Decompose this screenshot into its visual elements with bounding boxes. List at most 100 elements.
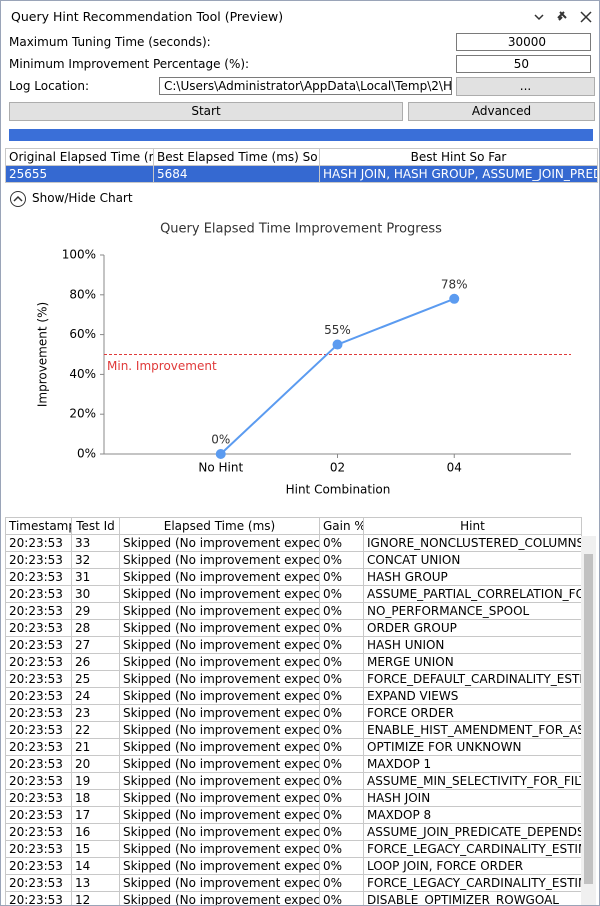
cell: Skipped (No improvement expected) xyxy=(119,755,320,773)
cell: Skipped (No improvement expected) xyxy=(119,619,320,637)
toggle-label[interactable]: Show/Hide Chart xyxy=(32,191,133,205)
value-label: 78% xyxy=(441,277,468,291)
cell: 20:23:53 xyxy=(5,585,72,603)
cell: 17 xyxy=(71,806,120,824)
column-header: Hint xyxy=(363,517,582,535)
y-axis-label: Improvement (%) xyxy=(36,302,50,407)
toggle-icon[interactable] xyxy=(9,190,27,208)
cell: HASH GROUP xyxy=(363,568,582,586)
cell: 0% xyxy=(319,551,364,569)
cell: Skipped (No improvement expected) xyxy=(119,704,320,722)
table-row: 25655 5684 HASH JOIN, HASH GROUP, ASSUME_J… xyxy=(5,165,598,183)
cell: ORDER GROUP xyxy=(363,619,582,637)
cell: 20:23:53 xyxy=(5,653,72,671)
cell: MAXDOP 1 xyxy=(363,755,582,773)
cell: 0% xyxy=(319,840,364,858)
start-button[interactable]: Start xyxy=(9,102,403,121)
progress-bar xyxy=(9,129,593,141)
cell: Skipped (No improvement expected) xyxy=(119,823,320,841)
title-buttons[interactable] xyxy=(529,9,595,25)
cell: 5684 xyxy=(153,165,320,183)
summary-table: Original Elapsed Time (ms)Best Elapsed T… xyxy=(5,148,598,183)
column-header: Elapsed Time (ms) xyxy=(119,517,320,535)
cell: 19 xyxy=(71,772,120,790)
text-input[interactable]: C:\Users\Administrator\AppData\Local\Tem… xyxy=(159,77,452,95)
cell: Skipped (No improvement expected) xyxy=(119,891,320,905)
cell: 20:23:53 xyxy=(5,704,72,722)
cell: 0% xyxy=(319,619,364,637)
chart-title: Query Elapsed Time Improvement Progress xyxy=(160,222,442,237)
column-header: Timestamp xyxy=(5,517,72,535)
cell: 15 xyxy=(71,840,120,858)
cell: 20:23:53 xyxy=(5,721,72,739)
cell: Skipped (No improvement expected) xyxy=(119,806,320,824)
cell: 0% xyxy=(319,857,364,875)
text-input[interactable]: 50 xyxy=(456,55,591,73)
cell: 16 xyxy=(71,823,120,841)
cell: IGNORE_NONCLUSTERED_COLUMNSTO xyxy=(363,534,582,552)
cell: 22 xyxy=(71,721,120,739)
cell: 20:23:53 xyxy=(5,806,72,824)
cell: 0% xyxy=(319,755,364,773)
cell: Skipped (No improvement expected) xyxy=(119,602,320,620)
cell: 20:23:53 xyxy=(5,534,72,552)
value-label: 0% xyxy=(211,433,230,447)
cell: 0% xyxy=(319,670,364,688)
cell: 24 xyxy=(71,687,120,705)
cell: ENABLE_HIST_AMENDMENT_FOR_ASC_I xyxy=(363,721,582,739)
cell: Skipped (No improvement expected) xyxy=(119,568,320,586)
field-label: Maximum Tuning Time (seconds): xyxy=(9,35,211,49)
data-point xyxy=(332,339,343,350)
text-input[interactable]: 30000 xyxy=(456,33,591,51)
cell: LOOP JOIN, FORCE ORDER xyxy=(363,857,582,875)
cell: DISABLE_OPTIMIZER_ROWGOAL xyxy=(363,891,582,905)
cell: 18 xyxy=(71,789,120,807)
cell: ASSUME_MIN_SELECTIVITY_FOR_FILTER_ xyxy=(363,772,582,790)
cell: HASH JOIN, HASH GROUP, ASSUME_JOIN_PREDI… xyxy=(319,165,598,183)
scrollbar[interactable] xyxy=(581,536,596,905)
cell: 20:23:53 xyxy=(5,891,72,905)
cell: 33 xyxy=(71,534,120,552)
cell: 20:23:53 xyxy=(5,755,72,773)
x-tick-label: 04 xyxy=(447,461,462,475)
cell: Skipped (No improvement expected) xyxy=(119,551,320,569)
cell: FORCE_DEFAULT_CARDINALITY_ESTIMA xyxy=(363,670,582,688)
cell: 20:23:53 xyxy=(5,687,72,705)
cell: 0% xyxy=(319,806,364,824)
cell: 12 xyxy=(71,891,120,905)
cell: 20:23:53 xyxy=(5,789,72,807)
cell: 30 xyxy=(71,585,120,603)
header-row: Timestamp Test Id Elapsed Time (ms) Gain % H… xyxy=(5,517,582,535)
field-label: Minimum Improvement Percentage (%): xyxy=(9,57,250,71)
cell: 14 xyxy=(71,857,120,875)
advanced-button[interactable]: Advanced xyxy=(408,102,595,121)
cell: Skipped (No improvement expected) xyxy=(119,687,320,705)
x-tick-label: 02 xyxy=(330,461,345,475)
cell: MERGE UNION xyxy=(363,653,582,671)
cell: 20:23:53 xyxy=(5,619,72,637)
cell: 20:23:53 xyxy=(5,568,72,586)
cell: FORCE_LEGACY_CARDINALITY_ESTIMAT xyxy=(363,874,582,892)
cell: 20:23:53 xyxy=(5,602,72,620)
cell: 32 xyxy=(71,551,120,569)
y-tick-label: 100% xyxy=(62,248,96,262)
cell: 20:23:53 xyxy=(5,840,72,858)
browse-button[interactable]: ... xyxy=(456,77,595,96)
cell: 20:23:53 xyxy=(5,551,72,569)
cell: 20:23:53 xyxy=(5,823,72,841)
cell: HASH UNION xyxy=(363,636,582,654)
cell: 0% xyxy=(319,602,364,620)
column-header: Best Hint So Far xyxy=(319,148,598,166)
cell: HASH JOIN xyxy=(363,789,582,807)
cell: 0% xyxy=(319,687,364,705)
cell: Skipped (No improvement expected) xyxy=(119,534,320,552)
